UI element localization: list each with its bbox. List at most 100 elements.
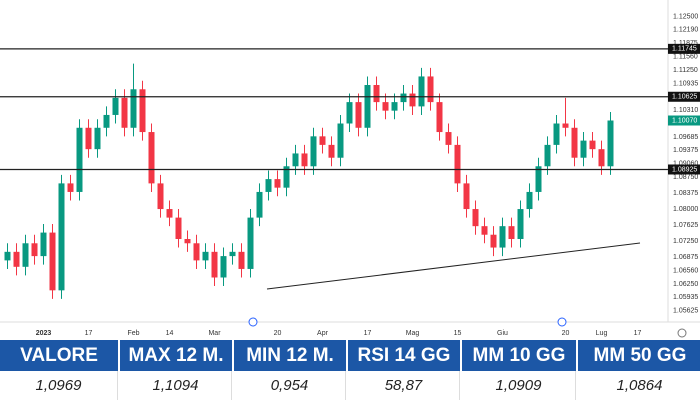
level-label: 1.10625	[672, 94, 697, 101]
candle-body	[67, 183, 74, 192]
candle-body	[175, 217, 182, 239]
candle-body	[157, 183, 164, 210]
table-header: MAX 12 M.	[120, 340, 232, 371]
table-cell: 58,87	[348, 371, 460, 400]
candle-body	[418, 76, 425, 107]
candle-body	[283, 166, 290, 188]
candle-body	[76, 127, 83, 192]
candle-body	[85, 127, 92, 150]
y-tick-label: 1.05625	[673, 307, 698, 314]
chart: 1.12500 1.12190 1.11875 1.11560 1.11250 1.109…	[0, 0, 700, 338]
candle-body	[535, 166, 542, 192]
table-cell: 0,954	[234, 371, 346, 400]
y-tick-label: 1.09060	[673, 161, 698, 168]
event-icon	[557, 317, 567, 327]
table-header: VALORE	[0, 340, 118, 371]
level-label-box	[668, 91, 700, 102]
y-tick-label: 1.10935	[673, 80, 698, 87]
candle-body	[454, 144, 461, 184]
candle-body	[427, 76, 434, 103]
table-header: MIN 12 M.	[234, 340, 346, 371]
candle-body	[571, 127, 578, 158]
x-tick-label: Mar	[208, 330, 221, 337]
candle-body	[247, 217, 254, 269]
x-tick-label: Apr	[317, 330, 329, 337]
last-price-box	[668, 115, 700, 126]
y-tick-label: 1.12190	[673, 27, 698, 34]
candle-body	[391, 102, 398, 111]
candle-body	[238, 251, 245, 269]
table-header: RSI 14 GG	[348, 340, 460, 371]
trend-line	[266, 242, 641, 290]
last-price-label: 1.10070	[672, 117, 697, 124]
candle-body	[148, 132, 155, 184]
candle-body	[274, 179, 281, 188]
candle-body	[301, 153, 308, 167]
x-tick-label: 17	[634, 330, 642, 337]
candle-body	[328, 144, 335, 158]
level-label: 1.08925	[672, 166, 697, 173]
candle-body	[184, 239, 191, 244]
candle-body	[553, 123, 560, 145]
y-tick-label: 1.07250	[673, 238, 698, 245]
candle-body	[463, 183, 470, 210]
candle-body	[112, 97, 119, 115]
candle-body	[58, 183, 65, 291]
candle-body	[139, 89, 146, 133]
x-tick-label: 14	[166, 330, 174, 337]
y-tick-label: 1.12500	[673, 13, 698, 20]
y-tick-label: 1.06560	[673, 267, 698, 274]
level-label-box	[668, 164, 700, 175]
y-tick-label: 1.10310	[673, 107, 698, 114]
candle-body	[589, 140, 596, 150]
table-cell: 1,0909	[462, 371, 576, 400]
y-tick-label: 1.06875	[673, 254, 698, 261]
candle-body	[499, 226, 506, 248]
candle-body	[4, 251, 11, 261]
candle-body	[508, 226, 515, 239]
y-tick-label: 1.05935	[673, 294, 698, 301]
candle-body	[121, 97, 128, 128]
candle-body	[193, 243, 200, 261]
level-label-box	[668, 43, 700, 54]
table-header: MM 50 GG	[578, 340, 700, 371]
candle-body	[607, 120, 614, 167]
x-tick-label: Giu	[497, 330, 508, 337]
candle-body	[346, 102, 353, 124]
stats-table: VALORE MAX 12 M. MIN 12 M. RSI 14 GG MM 10 G…	[0, 340, 700, 400]
x-tick-label: Mag	[406, 330, 420, 337]
candle-body	[40, 232, 47, 257]
table-header: MM 10 GG	[462, 340, 576, 371]
y-tick-label: 1.08375	[673, 190, 698, 197]
y-tick-label: 1.09375	[673, 147, 698, 154]
candle-body	[130, 89, 137, 128]
candle-body	[310, 136, 317, 167]
x-tick-label: 2023	[36, 330, 52, 337]
candle-body	[220, 256, 227, 278]
event-icon	[248, 317, 258, 327]
candle-body	[265, 179, 272, 192]
candle-body	[355, 102, 362, 128]
candle-body	[400, 93, 407, 103]
candle-body	[409, 93, 416, 107]
candle-body	[256, 191, 263, 218]
candle-body	[472, 209, 479, 227]
candle-body	[166, 209, 173, 218]
candle-body	[580, 140, 587, 158]
candle-body	[337, 123, 344, 158]
candle-body	[598, 149, 605, 167]
y-tick-label: 1.08750	[673, 174, 698, 181]
candle-body	[13, 251, 20, 267]
x-tick-label: 20	[274, 330, 282, 337]
candle-body	[319, 136, 326, 145]
candle-body	[481, 226, 488, 235]
candle-body	[229, 251, 236, 257]
x-tick-label: Lug	[596, 330, 608, 337]
candle-body	[202, 251, 209, 261]
candle-body	[103, 114, 110, 128]
candle-body	[517, 209, 524, 239]
settings-icon	[677, 328, 687, 338]
candle-body	[292, 153, 299, 167]
y-tick-label: 1.11250	[673, 67, 698, 74]
